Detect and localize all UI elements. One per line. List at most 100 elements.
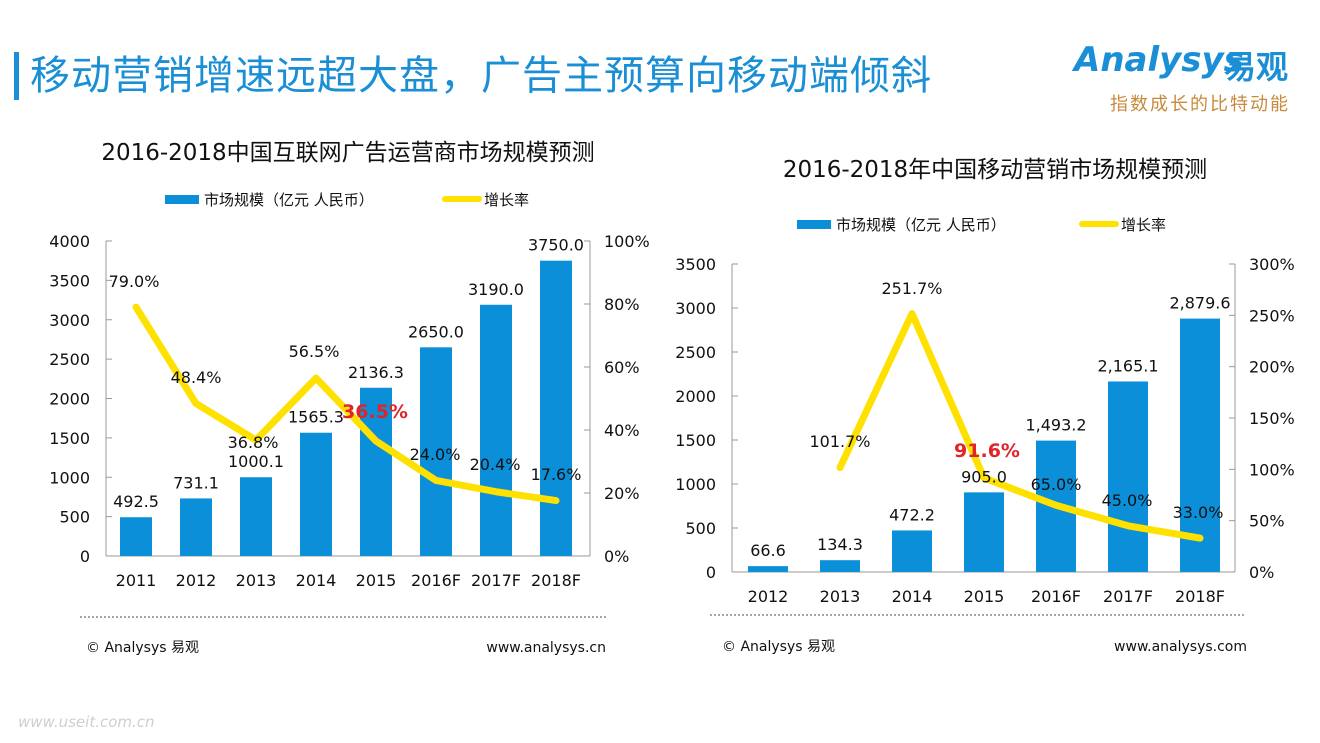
chart2-bar-value-label: 1,493.2 xyxy=(1025,416,1086,435)
chart1-y-tick-label: 500 xyxy=(59,508,90,527)
chart2-bar xyxy=(748,566,788,572)
watermark: www.useit.com.cn xyxy=(18,713,155,731)
page-title: 移动营销增速远超大盘，广告主预算向移动端倾斜 xyxy=(30,53,932,99)
chart1-growth-label: 79.0% xyxy=(109,272,160,291)
logo-text-cn: 易观 xyxy=(1224,48,1289,86)
chart1-x-tick-label: 2017F xyxy=(471,571,521,590)
chart2-footer-url: www.analysys.com xyxy=(1114,639,1247,655)
chart1-bar-value-label: 2650.0 xyxy=(408,322,464,341)
chart2-growth-label-highlight: 91.6% xyxy=(954,440,1020,462)
chart1-bar xyxy=(360,387,392,556)
chart1-bar-value-label: 3190.0 xyxy=(468,280,524,299)
chart2-y2-tick-label: 300% xyxy=(1249,255,1295,274)
chart2-y-tick-label: 3000 xyxy=(675,299,716,318)
chart1-growth-label: 20.4% xyxy=(470,455,521,474)
chart1-y2-tick-label: 40% xyxy=(604,421,640,440)
chart1-bar-value-label: 731.1 xyxy=(173,473,219,492)
chart2-bar xyxy=(964,492,1004,572)
chart1-footer-url: www.analysys.cn xyxy=(486,640,606,656)
chart2-growth-label: 101.7% xyxy=(809,432,870,451)
chart1-bar xyxy=(180,498,212,556)
chart2-bar xyxy=(1180,318,1220,572)
chart1-legend-line-label: 增长率 xyxy=(484,191,529,209)
chart1-y-tick-label: 2500 xyxy=(49,350,90,369)
chart1-growth-label-highlight: 36.5% xyxy=(342,401,408,423)
chart2-y2-tick-label: 50% xyxy=(1249,512,1285,531)
chart2-y2-tick-label: 200% xyxy=(1249,358,1295,377)
chart2-x-tick-label: 2013 xyxy=(820,587,861,606)
chart1-x-tick-label: 2013 xyxy=(236,571,277,590)
chart2-growth-label: 45.0% xyxy=(1102,491,1153,510)
chart1-legend-bar-swatch xyxy=(165,195,199,204)
chart1-y-tick-label: 1000 xyxy=(49,468,90,487)
chart1-bar xyxy=(540,260,572,556)
chart2-y-tick-label: 0 xyxy=(706,563,716,582)
chart2-bar-value-label: 472.2 xyxy=(889,505,935,524)
chart1-growth-label: 56.5% xyxy=(289,342,340,361)
chart1-y2-tick-label: 100% xyxy=(604,232,650,251)
chart1-x-tick-label: 2016F xyxy=(411,571,461,590)
chart2-x-tick-label: 2014 xyxy=(892,587,933,606)
chart1-bar xyxy=(300,432,332,556)
chart2-growth-label: 65.0% xyxy=(1031,475,1082,494)
chart1-y2-tick-label: 0% xyxy=(604,547,629,566)
chart1-growth-line xyxy=(132,303,560,505)
chart2-growth-label: 251.7% xyxy=(881,279,942,298)
title-accent-bar xyxy=(14,52,19,100)
chart2-y-tick-label: 3500 xyxy=(675,255,716,274)
chart1-y2-tick-label: 20% xyxy=(604,484,640,503)
chart1-x-tick-label: 2011 xyxy=(116,571,157,590)
chart1-footer-copyright: © Analysys 易观 xyxy=(86,640,199,656)
chart1-y-tick-label: 1500 xyxy=(49,429,90,448)
chart2-legend-line-label: 增长率 xyxy=(1121,216,1166,234)
chart2-y2-tick-label: 150% xyxy=(1249,409,1295,428)
chart1-bar-value-label: 1000.1 xyxy=(228,452,284,471)
chart1-bar-value-label: 492.5 xyxy=(113,492,159,511)
logo-text-en: Analysys xyxy=(1074,40,1244,80)
chart2-bar xyxy=(892,530,932,572)
chart2-y2-tick-label: 100% xyxy=(1249,460,1295,479)
chart2-x-tick-label: 2017F xyxy=(1103,587,1153,606)
chart1-y-tick-label: 3500 xyxy=(49,271,90,290)
chart1-y2-tick-label: 80% xyxy=(604,295,640,314)
chart1-y-tick-label: 0 xyxy=(80,547,90,566)
chart2-growth-line xyxy=(836,310,1204,542)
chart2-y-tick-label: 1500 xyxy=(675,431,716,450)
chart2-x-tick-label: 2016F xyxy=(1031,587,1081,606)
analysys-logo: Analysys 易观 指数成长的比特动能 xyxy=(1074,40,1304,120)
chart2-y-tick-label: 500 xyxy=(685,519,716,538)
chart1-bar xyxy=(480,304,512,556)
chart1-growth-label: 24.0% xyxy=(410,445,461,464)
chart2-x-tick-label: 2012 xyxy=(748,587,789,606)
chart2-y2-tick-label: 0% xyxy=(1249,563,1274,582)
chart1-bar-value-label: 2136.3 xyxy=(348,363,404,382)
chart1-y-tick-label: 3000 xyxy=(49,311,90,330)
chart2-x-tick-label: 2018F xyxy=(1175,587,1225,606)
chart1-x-tick-label: 2015 xyxy=(356,571,397,590)
chart2-bar-value-label: 2,879.6 xyxy=(1169,294,1230,313)
chart1-bar xyxy=(420,347,452,556)
chart2-legend-bar-label: 市场规模（亿元 人民币） xyxy=(836,216,1006,234)
chart2-bar-value-label: 905.0 xyxy=(961,467,1007,486)
chart1-y-tick-label: 4000 xyxy=(49,232,90,251)
chart2-footer-copyright: © Analysys 易观 xyxy=(722,639,835,655)
chart2-legend-bar-swatch xyxy=(797,220,831,229)
chart2-bar-value-label: 134.3 xyxy=(817,535,863,554)
chart1-bar-value-label: 1565.3 xyxy=(288,408,344,427)
chart2-bar xyxy=(1108,381,1148,572)
logo-slogan: 指数成长的比特动能 xyxy=(1110,94,1290,115)
chart2-growth-label: 33.0% xyxy=(1173,503,1224,522)
chart2-x-tick-label: 2015 xyxy=(964,587,1005,606)
chart1-x-tick-label: 2014 xyxy=(296,571,337,590)
chart2-bar-value-label: 66.6 xyxy=(750,541,786,560)
chart2-y-tick-label: 2000 xyxy=(675,387,716,406)
chart2-title: 2016-2018年中国移动营销市场规模预测 xyxy=(783,157,1207,183)
chart2-y-tick-label: 2500 xyxy=(675,343,716,362)
chart1-growth-label: 48.4% xyxy=(171,368,222,387)
chart1-bar xyxy=(120,517,152,556)
chart2-y2-tick-label: 250% xyxy=(1249,306,1295,325)
chart1-title: 2016-2018中国互联网广告运营商市场规模预测 xyxy=(101,140,594,166)
chart1-x-tick-label: 2018F xyxy=(531,571,581,590)
chart1-bar-value-label: 3750.0 xyxy=(528,236,584,255)
